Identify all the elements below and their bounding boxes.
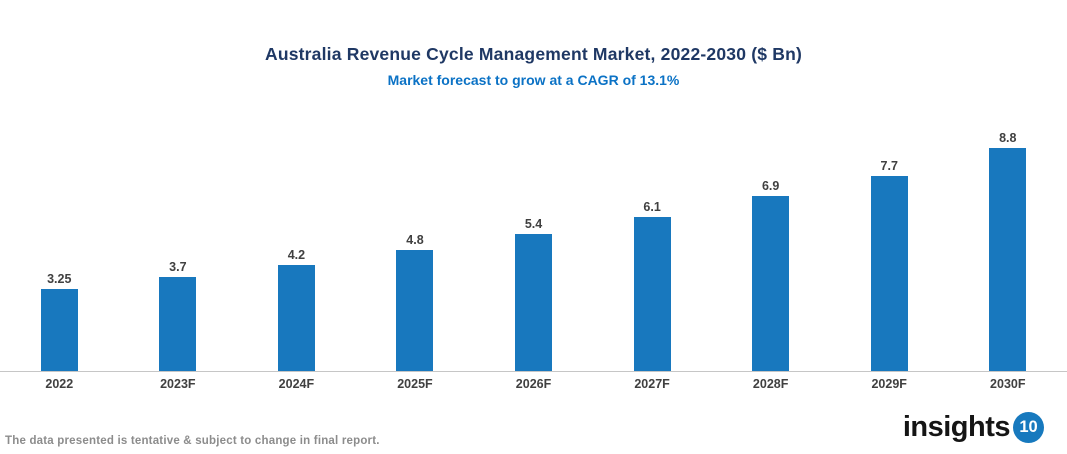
bar [989, 148, 1027, 371]
bar [633, 216, 671, 371]
bar-value-label: 6.1 [643, 199, 661, 214]
x-axis-label: 2027F [634, 377, 670, 391]
plot-area: 3.25 3.7 4.2 4.8 5.4 6.1 6.9 7.7 8.8 [0, 127, 1067, 372]
bar-value-label: 4.2 [287, 247, 306, 262]
bar-column: 3.7 [119, 127, 238, 371]
bar [277, 264, 315, 371]
bar-column: 3.25 [0, 127, 119, 371]
logo-badge-icon: 10 [1013, 412, 1044, 443]
chart-subtitle: Market forecast to grow at a CAGR of 13.… [387, 72, 680, 88]
bar [870, 176, 908, 371]
bar [752, 196, 790, 371]
bar-column: 6.9 [711, 127, 830, 371]
bar [40, 288, 78, 371]
x-axis-label: 2030F [990, 377, 1026, 391]
bar-value-label: 5.4 [524, 217, 543, 232]
bar-value-label: 8.8 [999, 131, 1017, 146]
insights10-logo: insights 10 [903, 411, 1044, 444]
x-axis-label: 2023F [160, 377, 196, 391]
disclaimer-text: The data presented is tentative & subjec… [5, 435, 380, 447]
bar [515, 234, 553, 371]
bar-value-label: 6.9 [761, 179, 780, 194]
x-axis-label: 2025F [397, 377, 433, 391]
x-axis: 2022 2023F 2024F 2025F 2026F 2027F 2028F 2029F 2… [0, 377, 1067, 391]
bar-column: 4.2 [237, 127, 356, 371]
chart-header: Australia Revenue Cycle Management Marke… [0, 44, 1067, 88]
bar-column: 5.4 [474, 127, 593, 371]
x-axis-label: 2022 [45, 377, 74, 391]
bar-column: 7.7 [830, 127, 949, 371]
bar [159, 277, 197, 371]
x-axis-label: 2024F [278, 377, 315, 391]
bar-column: 4.8 [356, 127, 475, 371]
x-axis-label: 2029F [871, 377, 907, 391]
x-axis-label: 2026F [515, 377, 552, 391]
x-axis-label: 2028F [752, 377, 789, 391]
logo-text: insights [902, 411, 1011, 443]
bar-value-label: 3.7 [169, 260, 187, 275]
bar-value-label: 4.8 [406, 232, 424, 247]
bar-column: 6.1 [593, 127, 712, 371]
bar-column: 8.8 [949, 127, 1067, 371]
bar [396, 249, 434, 371]
chart-title: Australia Revenue Cycle Management Marke… [264, 44, 802, 64]
bar-value-label: 7.7 [880, 159, 898, 174]
bar-value-label: 3.25 [47, 271, 72, 286]
